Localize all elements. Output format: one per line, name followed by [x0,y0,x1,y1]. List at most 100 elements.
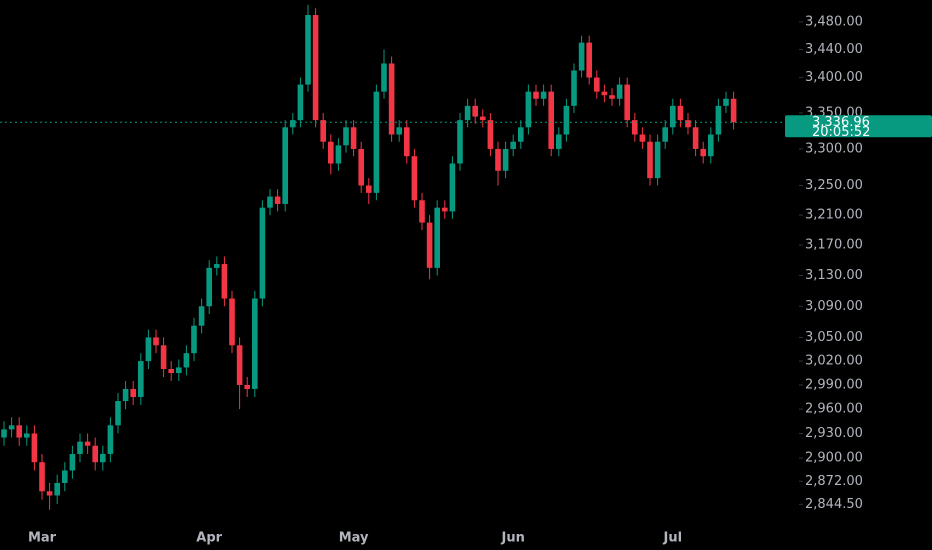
candle-body [214,264,220,268]
candle-body [480,116,486,121]
candle-body [464,105,471,121]
candle-body [624,84,630,121]
candle-body [442,207,448,212]
candle-body [305,15,311,85]
candle-body [548,91,554,149]
y-tick-label: 3,020.00 [805,354,863,369]
candle-body [388,63,395,135]
candle-body [244,384,250,389]
x-tick-label: Jun [501,531,525,546]
candle-body [692,127,699,149]
candle-body [84,441,91,446]
candle-body [168,369,174,373]
x-tick-label: Mar [28,531,57,546]
candle-body [69,453,76,471]
candle-body [282,127,288,204]
candle-body [229,298,235,346]
candle-body [411,156,418,201]
candle-body [685,120,691,128]
candle-body [191,325,197,354]
candle-body [404,127,410,157]
y-tick-label: 3,400.00 [805,70,863,85]
candle-body [312,15,319,121]
candle-body [366,185,372,193]
candle-body [518,127,524,142]
candle-body [723,98,729,106]
candle-body [100,453,106,463]
y-tick-label: 2,900.00 [805,451,863,466]
candle-body [525,91,532,128]
candle-body [647,141,653,179]
candle-body [267,196,273,208]
candle-body [62,470,68,483]
candle-body [206,267,212,307]
candle-body [540,91,547,99]
candle-body [130,388,136,397]
candle-body [274,196,281,204]
candle-body [677,105,684,121]
countdown: 20:05:52 [812,125,870,140]
candle-body [426,222,433,268]
last-price-label: 3,336.96 [812,115,870,130]
y-tick-label: 3,480.00 [805,14,863,29]
candle-body [92,445,98,463]
candle-body [609,95,615,99]
candle-body [396,127,402,135]
candle-body [290,120,296,128]
candle-body [1,429,7,438]
candle-body [502,148,509,171]
candle-body [183,353,190,368]
candle-body [708,134,714,157]
candle-body [198,306,205,326]
candle-body [700,148,706,157]
x-tick-label: Jul [663,531,683,546]
y-tick-label: 3,170.00 [805,238,863,253]
candle-body [358,148,364,186]
y-tick-label: 3,050.00 [805,330,863,345]
candle-body [320,120,326,142]
candle-body [297,84,304,121]
candle-body [472,105,478,117]
candle-body [77,441,83,454]
candle-body [107,425,114,454]
candle-body [434,207,440,268]
candle-body [153,337,159,346]
candle-body [730,98,737,123]
y-tick-label: 2,872.00 [805,474,863,489]
candle-body [24,433,30,438]
candle-body [487,120,494,149]
candle-body [221,264,228,299]
candle-body [335,145,342,164]
y-tick-label: 3,250.00 [805,178,863,193]
last-price-box [785,115,932,138]
candle-body [578,42,585,71]
candle-body [563,105,570,135]
y-tick-label: 2,960.00 [805,402,863,417]
candle-body [176,367,182,373]
candle-body [31,433,38,463]
candle-body [654,141,661,179]
candle-body [122,388,129,402]
y-tick-label: 2,990.00 [805,377,863,392]
candle-body [662,127,668,142]
y-tick-label: 2,930.00 [805,426,863,441]
candle-body [236,345,243,385]
y-tick-label: 3,210.00 [805,208,863,223]
candle-body [145,337,152,362]
candle-body [632,120,638,135]
candle-body [373,91,380,193]
x-tick-label: Apr [196,531,222,546]
candle-body [381,63,387,92]
candle-body [160,345,167,370]
candle-body [495,148,501,171]
candle-body [449,163,456,212]
candle-body [328,141,334,164]
candle-body [533,91,539,99]
candle-body [54,482,60,496]
candle-body [457,120,463,164]
candle-body [715,105,722,135]
y-tick-label: 3,090.00 [805,299,863,314]
y-tick-label: 3,440.00 [805,42,863,57]
